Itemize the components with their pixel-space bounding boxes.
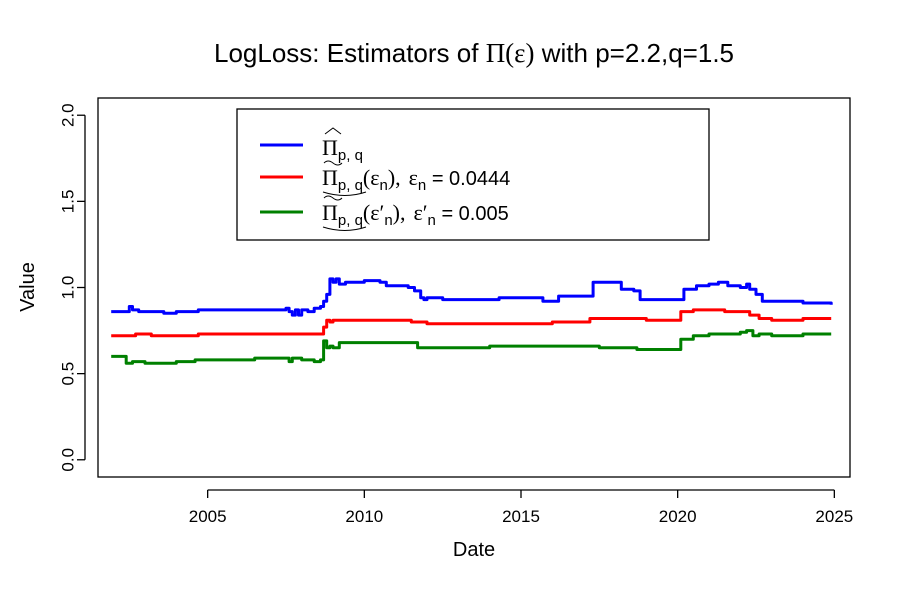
legend: Πp, q Πp, q(εn), εn = 0.0444 Πp, q(ε′n), ε…	[236, 108, 710, 241]
plot-frame	[97, 97, 851, 478]
underbrace-icon	[322, 191, 367, 196]
legend-3-rest-close: ),	[393, 200, 406, 225]
series-line-1	[111, 277, 833, 317]
y-tick-label: 0.0	[59, 448, 78, 472]
legend-entry-2: Πp, q(εn), εn = 0.0444	[322, 165, 510, 194]
legend-3-rest-sub: n	[384, 212, 392, 229]
series-layer	[111, 277, 833, 365]
chart-title-symbol: Π(ε)	[486, 38, 535, 68]
x-tick-label: 2010	[345, 507, 383, 526]
legend-1-sub: p, q	[338, 147, 363, 164]
tilde-accent-icon	[323, 160, 343, 166]
y-tick-label: 0.5	[59, 362, 78, 386]
legend-box	[236, 108, 710, 241]
legend-entry-3: Πp, q(ε′n), ε′n = 0.005	[322, 200, 509, 229]
legend-2-eq-symbol: ε	[409, 165, 418, 190]
legend-2-eq-sub: n	[418, 177, 426, 194]
y-tick-label: 1.5	[59, 190, 78, 214]
legend-2-rest: (ε	[363, 165, 380, 190]
x-axis: 2005 2010 2015 2020 2025	[189, 489, 853, 526]
y-axis: 0.0 0.5 1.0 1.5 2.0	[59, 103, 86, 472]
legend-3-eq-symbol: ε′	[413, 200, 427, 225]
series-line-2	[111, 308, 832, 338]
series-line-3	[111, 329, 832, 365]
legend-entry-1: Πp, q	[322, 135, 363, 164]
x-tick-label: 2020	[659, 507, 697, 526]
legend-2-sub: p, q	[338, 177, 363, 194]
y-tick-label: 1.0	[59, 276, 78, 300]
x-axis-label: Date	[453, 539, 495, 561]
legend-3-sub: p, q	[338, 212, 363, 229]
x-tick-label: 2015	[502, 507, 540, 526]
legend-2-symbol: Π	[322, 165, 338, 190]
legend-3-eq-sub: n	[428, 212, 436, 229]
legend-1-symbol: Π	[322, 135, 338, 160]
legend-2-eq-value: = 0.0444	[426, 168, 510, 190]
legend-3-symbol: Π	[322, 200, 338, 225]
legend-3-rest: (ε′	[363, 200, 384, 225]
x-tick-label: 2025	[815, 507, 853, 526]
legend-2-rest-close: ),	[388, 165, 401, 190]
chart-title-prefix: LogLoss: Estimators of	[214, 38, 486, 68]
y-axis-label: Value	[17, 262, 39, 312]
hat-accent-icon	[324, 127, 342, 135]
x-tick-label: 2005	[189, 507, 227, 526]
legend-2-rest-sub: n	[380, 177, 388, 194]
tilde-accent-icon	[323, 195, 343, 201]
underbrace-icon	[322, 226, 367, 231]
chart-title-suffix: with p=2.2,q=1.5	[535, 38, 734, 68]
y-tick-label: 2.0	[59, 103, 78, 127]
chart-title: LogLoss: Estimators of Π(ε) with p=2.2,q…	[214, 38, 734, 68]
legend-3-eq-value: = 0.005	[436, 203, 509, 225]
